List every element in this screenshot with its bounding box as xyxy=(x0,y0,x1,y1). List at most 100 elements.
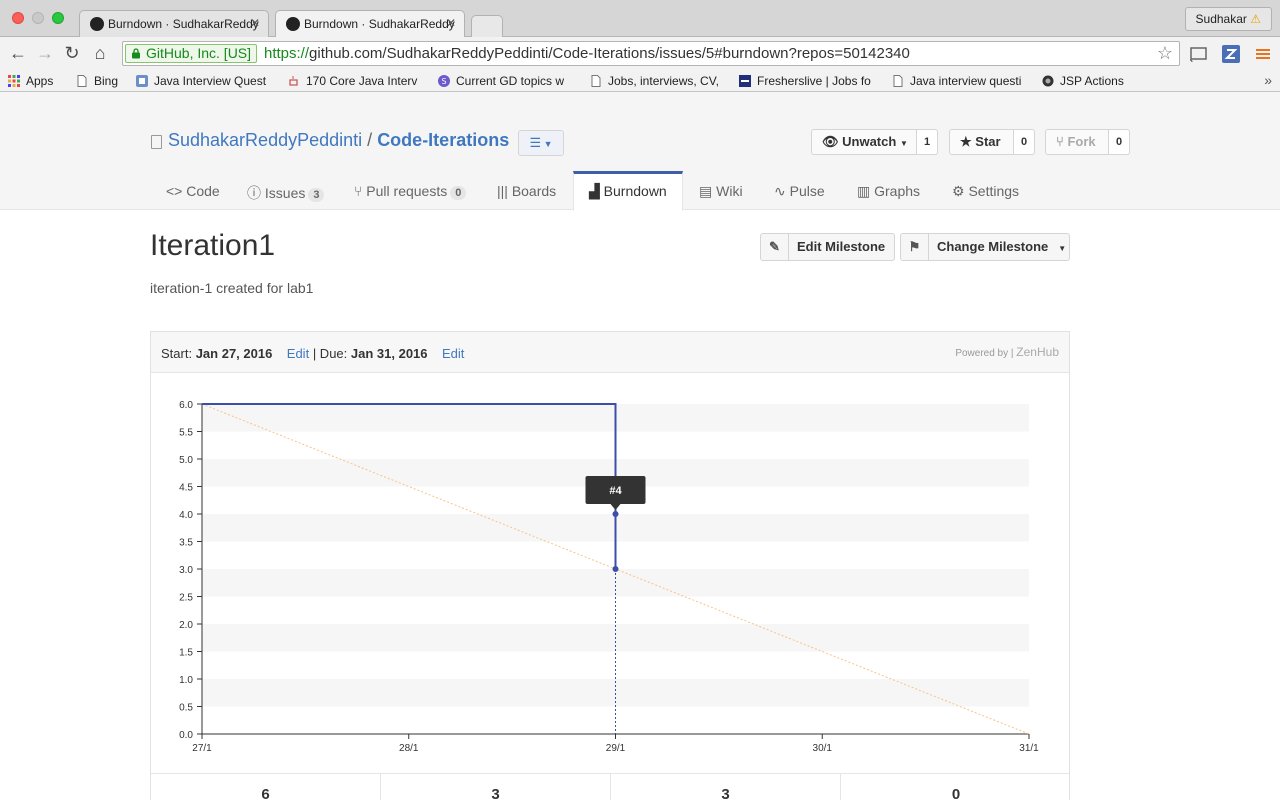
edit-milestone-button[interactable]: ✎ Edit Milestone xyxy=(760,233,895,261)
issue-opened-icon: ⓘ xyxy=(247,185,261,201)
cast-icon[interactable] xyxy=(1188,44,1208,64)
github-icon xyxy=(90,17,104,31)
address-bar[interactable]: GitHub, Inc. [US] https://github.com/Sud… xyxy=(122,41,1180,66)
tab-pull-requests[interactable]: ⑂ Pull requests 0 xyxy=(354,171,467,210)
star-icon: ★ xyxy=(960,134,972,149)
edit-due-link[interactable]: Edit xyxy=(441,346,465,361)
gd-icon: S xyxy=(438,75,450,87)
browser-tab[interactable]: Burndown · SudhakarReddy ✕ xyxy=(79,10,269,37)
y-tick-label: 1.5 xyxy=(179,648,193,659)
powered-by-zenhub[interactable]: Powered by | ZenHub xyxy=(955,345,1059,359)
pulls-counter: 0 xyxy=(450,186,467,200)
java-cup-icon xyxy=(289,76,298,86)
edit-start-link[interactable]: Edit xyxy=(286,346,310,361)
pulse-icon: ∿ xyxy=(774,183,786,199)
y-tick-label: 6.0 xyxy=(179,400,193,411)
stat-value: 3 xyxy=(381,774,611,800)
due-date: Jan 31, 2016 xyxy=(350,346,428,361)
issues-counter: 3 xyxy=(308,188,325,202)
tab-settings[interactable]: ⚙ Settings xyxy=(952,183,1020,199)
data-point xyxy=(612,566,619,572)
reload-icon[interactable]: ↻ xyxy=(64,43,80,63)
bookmark-apps[interactable]: Apps xyxy=(8,74,53,88)
bookmarks-overflow-icon[interactable]: » xyxy=(1264,72,1272,88)
repo-icon xyxy=(151,135,162,149)
change-milestone-button[interactable]: ⚑ Change Milestone ▼ xyxy=(900,233,1070,261)
tab-graphs[interactable]: ▥ Graphs xyxy=(857,183,921,199)
page-icon xyxy=(591,75,601,87)
new-tab-button[interactable] xyxy=(471,15,503,37)
y-tick-label: 4.0 xyxy=(179,510,193,521)
book-icon: ▤ xyxy=(699,183,713,199)
chevron-down-icon: ▼ xyxy=(541,139,553,149)
burndown-panel-header: Start: Jan 27, 2016 Edit | Due: Jan 31, … xyxy=(151,332,1069,373)
tab-code[interactable]: <> Code xyxy=(166,183,220,199)
bookmark-fresherslive[interactable]: Fresherslive | Jobs fo xyxy=(739,74,871,88)
x-tick-label: 27/1 xyxy=(192,743,212,754)
back-icon[interactable]: ← xyxy=(9,43,27,63)
burndown-icon: ▟ xyxy=(589,183,600,199)
github-icon xyxy=(286,17,300,31)
bookmark-java-questions[interactable]: Java interview questi xyxy=(892,74,1021,88)
close-window-button[interactable] xyxy=(12,12,24,24)
repo-menu-button[interactable]: ☰ ▼ xyxy=(518,130,564,156)
list-icon: ☰ xyxy=(529,135,542,150)
milestone-title: Iteration1 xyxy=(150,229,276,262)
watch-count[interactable]: 1 xyxy=(917,129,939,155)
tab-title: Burndown · SudhakarReddy xyxy=(108,17,259,31)
repo-header: SudhakarReddyPeddinti / Code-Iterations … xyxy=(0,92,1280,211)
page-icon xyxy=(77,75,87,87)
y-tick-label: 3.0 xyxy=(179,565,193,576)
fresherslive-icon xyxy=(739,75,751,87)
bookmark-jsp-actions[interactable]: JSP Actions xyxy=(1042,74,1124,88)
start-date: Jan 27, 2016 xyxy=(195,346,273,361)
bookmark-bing[interactable]: Bing xyxy=(76,74,118,88)
fork-icon: ⑂ xyxy=(1056,134,1064,149)
bookmark-star-icon[interactable]: ☆ xyxy=(1156,43,1173,63)
profile-button[interactable]: Sudhakar ⚠ xyxy=(1184,7,1272,31)
zoom-window-button[interactable] xyxy=(52,12,64,24)
extension-z-icon[interactable] xyxy=(1221,44,1241,64)
bookmark-java-interview[interactable]: Java Interview Quest xyxy=(136,74,266,88)
browser-tab-bar: Burndown · SudhakarReddy ✕ Burndown · Su… xyxy=(0,0,1280,38)
fork-button[interactable]: ⑂ Fork xyxy=(1045,129,1109,155)
milestone-dates: Start: Jan 27, 2016 Edit | Due: Jan 31, … xyxy=(161,346,465,361)
bookmark-gd-topics[interactable]: S Current GD topics w xyxy=(438,74,564,88)
secure-badge[interactable]: GitHub, Inc. [US] xyxy=(125,44,258,63)
browser-tab-active[interactable]: Burndown · SudhakarReddy ✕ xyxy=(275,10,465,38)
tab-boards[interactable]: ||| Boards xyxy=(497,183,557,199)
lock-icon xyxy=(132,48,140,59)
tab-issues[interactable]: ⓘ Issues 3 xyxy=(247,171,325,210)
tab-burndown[interactable]: ▟ Burndown xyxy=(573,171,683,211)
home-icon[interactable]: ⌂ xyxy=(94,43,106,63)
y-tick-label: 3.5 xyxy=(179,538,193,549)
minimize-window-button[interactable] xyxy=(32,12,44,24)
forward-icon[interactable]: → xyxy=(36,43,54,63)
close-icon[interactable]: ✕ xyxy=(445,16,456,30)
gear-icon: ⚙ xyxy=(952,183,965,199)
bookmark-core-java[interactable]: 170 Core Java Interv xyxy=(288,74,417,88)
eye-icon: 👁 xyxy=(822,134,839,149)
chevron-down-icon: ▼ xyxy=(899,139,908,148)
close-icon[interactable]: ✕ xyxy=(249,16,260,30)
pencil-icon: ✎ xyxy=(761,234,789,260)
bookmark-jobs[interactable]: Jobs, interviews, CV, xyxy=(590,74,719,88)
star-count[interactable]: 0 xyxy=(1014,129,1036,155)
x-tick-label: 29/1 xyxy=(606,743,626,754)
chevron-down-icon: ▼ xyxy=(1058,244,1067,253)
y-tick-label: 0.5 xyxy=(179,703,193,714)
x-tick-label: 31/1 xyxy=(1019,743,1039,754)
tab-wiki[interactable]: ▤ Wiki xyxy=(699,183,743,199)
tab-pulse[interactable]: ∿ Pulse xyxy=(774,183,825,199)
x-tick-label: 30/1 xyxy=(813,743,833,754)
repo-owner-link[interactable]: SudhakarReddyPeddinti xyxy=(168,130,363,150)
tooltip-label: #4 xyxy=(609,485,622,497)
burndown-stats: 6 3 3 0 xyxy=(151,773,1069,800)
fork-count[interactable]: 0 xyxy=(1109,129,1131,155)
star-button[interactable]: ★ Star xyxy=(949,129,1014,155)
y-tick-label: 5.0 xyxy=(179,455,193,466)
apps-grid-icon xyxy=(8,75,20,87)
repo-name-link[interactable]: Code-Iterations xyxy=(377,130,510,150)
unwatch-button[interactable]: 👁 Unwatch ▼ xyxy=(811,129,917,155)
menu-icon[interactable] xyxy=(1253,44,1273,64)
